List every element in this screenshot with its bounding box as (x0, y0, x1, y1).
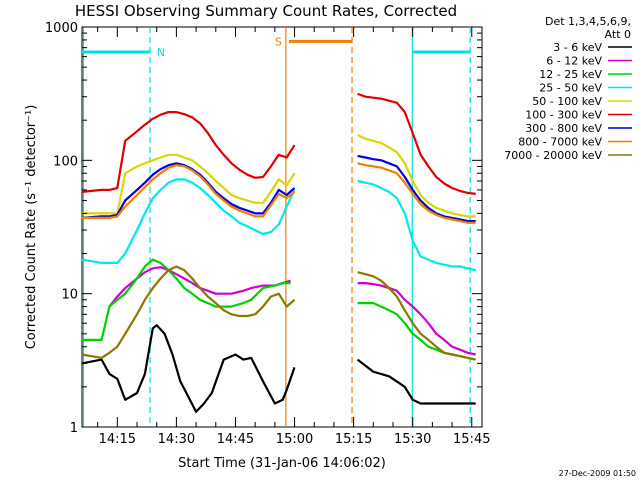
flag-label: S (275, 35, 282, 48)
y-axis-ticks: 1 10 100 1000 (45, 21, 482, 436)
vertical-markers (82, 27, 471, 427)
flag-label: N (157, 46, 165, 59)
legend-header-line-1: Det 1,3,4,5,6,9, (545, 15, 631, 28)
series-line (81, 110, 296, 193)
x-tick-label: 15:15 (335, 432, 372, 447)
legend-label: 25 - 50 keV (539, 82, 602, 95)
series-line (81, 178, 296, 264)
legend-label: 100 - 300 keV (525, 109, 602, 122)
series-line (108, 266, 291, 308)
y-axis-label: Corrected Count Rate (s⁻¹ detector⁻¹) (24, 105, 39, 350)
x-axis-label: Start Time (31-Jan-06 14:06:02) (178, 456, 386, 471)
series-line (356, 358, 476, 405)
x-tick-label: 15:00 (276, 432, 313, 447)
y-tick-label: 1 (70, 421, 78, 436)
series-line (357, 282, 476, 356)
y-tick-label: 1000 (45, 21, 78, 36)
series-line (357, 134, 476, 218)
y-tick-label: 100 (53, 154, 78, 169)
legend-label: 50 - 100 keV (532, 95, 602, 108)
chart-title: HESSI Observing Summary Count Rates, Cor… (75, 2, 457, 20)
series-line (81, 324, 296, 413)
footer-timestamp: 27-Dec-2009 01:50 (559, 469, 636, 478)
x-tick-label: 15:45 (453, 432, 490, 447)
legend-label: 6 - 12 keV (546, 55, 602, 68)
series-line (81, 258, 291, 341)
series-line (81, 164, 296, 219)
legend-header-line-2: Att 0 (605, 28, 631, 41)
legend-label: 12 - 25 keV (539, 68, 602, 81)
x-tick-label: 14:15 (99, 432, 136, 447)
y-tick-label: 10 (61, 288, 78, 303)
series-line (357, 162, 476, 224)
series-line (81, 162, 296, 219)
series-layer (81, 92, 476, 413)
x-tick-label: 14:45 (217, 432, 254, 447)
plot-area: NS 14:15 14:30 14:45 15:00 15:15 15:30 15:45 1… (45, 21, 491, 447)
legend-label: 7000 - 20000 keV (504, 149, 602, 162)
series-line (357, 154, 476, 223)
flag-bars: NS (81, 35, 470, 59)
x-tick-label: 15:30 (394, 432, 431, 447)
series-line (357, 179, 476, 272)
x-axis-ticks: 14:15 14:30 14:45 15:00 15:15 15:30 15:45 (97, 27, 490, 447)
series-line (81, 265, 296, 359)
series-line (357, 92, 476, 195)
plot-frame (81, 26, 483, 428)
series-line (357, 271, 476, 361)
legend-label: 300 - 800 keV (525, 122, 602, 135)
x-tick-label: 14:30 (158, 432, 195, 447)
legend-label: 3 - 6 keV (553, 41, 602, 54)
series-line (81, 153, 296, 215)
legend-label: 800 - 7000 keV (518, 136, 602, 149)
